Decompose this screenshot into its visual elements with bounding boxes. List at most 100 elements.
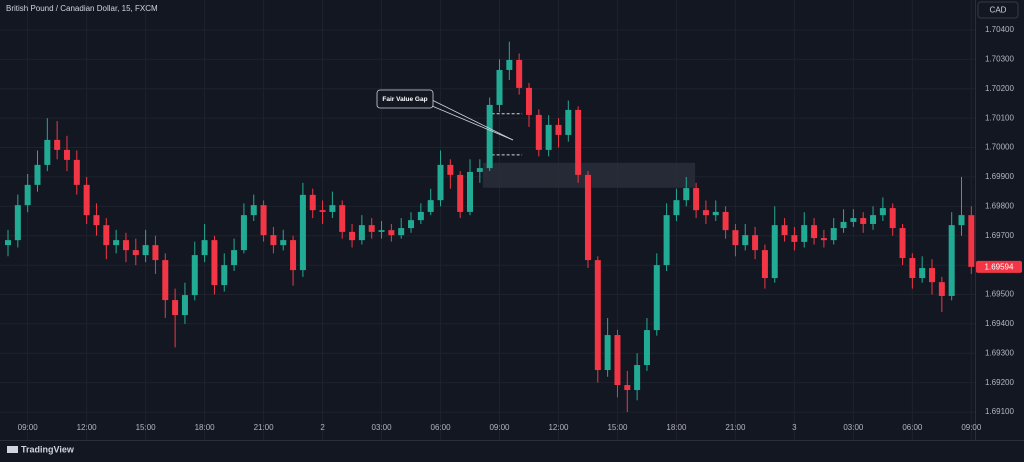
candle-body [368,225,375,232]
candle-body [535,114,542,150]
candle-body [122,240,129,251]
candle-body [565,109,572,135]
candle-body [584,174,591,261]
candle-body [938,282,945,296]
annotation-line [431,99,514,141]
candle-body [830,228,837,241]
x-tick-label: 15:00 [136,423,157,432]
candle-body [476,168,483,172]
candle-body [545,124,552,150]
last-price-label: 1.69594 [985,262,1014,271]
candle-body [516,59,523,88]
candle-body [604,335,611,371]
x-tick-label: 12:00 [548,423,569,432]
candle-body [693,188,700,211]
x-tick-label: 15:00 [607,423,628,432]
candle-body [103,225,110,246]
candle-body [162,260,169,301]
y-tick-label: 1.69100 [985,407,1014,416]
candle-body [850,218,857,222]
candle-body [909,258,916,279]
x-tick-label: 12:00 [77,423,98,432]
candle-body [319,210,326,212]
candle-body [702,210,709,216]
chart-title: British Pound / Canadian Dollar, 15, FXC… [6,4,158,13]
candle-body [142,245,149,256]
candle-body [44,139,51,165]
candle-body [820,238,827,241]
candle-body [899,228,906,259]
candle-body [929,268,936,283]
candle-body [811,225,818,239]
candle-body [879,208,886,216]
candle-body [653,265,660,331]
currency-button[interactable] [977,1,1019,19]
currency-label: CAD [990,6,1007,15]
candle-body [408,220,415,229]
candle-body [555,124,562,135]
candle-body [860,218,867,224]
candle-body [181,295,188,316]
y-tick-label: 1.70200 [985,84,1014,93]
annotation-line [431,105,514,141]
candle-body [791,235,798,242]
candle-body [722,211,729,231]
candle-body [801,225,808,242]
candle-body [299,194,306,271]
candle-body [712,211,719,216]
candle-body [260,205,267,236]
candle-body [663,215,670,266]
candle-body [73,159,80,185]
x-tick-label: 3 [792,423,797,432]
y-tick-label: 1.69200 [985,378,1014,387]
candle-body [5,240,11,246]
candle-body [172,300,179,316]
y-tick-label: 1.70400 [985,25,1014,34]
candle-body [132,250,139,256]
candle-body [240,215,247,251]
annotation-text: Fair Value Gap [382,96,427,103]
candle-body [447,164,454,175]
candle-body [54,139,61,150]
candle-body [870,215,877,224]
candle-body [486,104,493,169]
y-tick-label: 1.69800 [985,201,1014,210]
candle-body [594,260,601,371]
x-tick-label: 06:00 [431,423,452,432]
x-tick-label: 09:00 [961,423,982,432]
brand-logo [7,446,18,453]
x-tick-label: 03:00 [372,423,393,432]
candle-body [417,211,424,221]
candle-body [752,235,759,251]
candle-body [968,215,975,267]
x-tick-label: 03:00 [843,423,864,432]
candle-body [231,250,238,266]
x-tick-label: 06:00 [902,423,923,432]
x-tick-label: 2 [320,423,325,432]
candle-body [673,200,680,216]
candle-body [398,228,405,236]
candle-body [683,188,690,201]
candle-body [83,184,90,216]
candle-body [329,205,336,212]
candle-body [771,225,778,279]
last-price-box [976,260,1022,273]
candle-body [388,230,395,236]
candle-body [624,385,631,391]
brand: TradingView [7,444,75,454]
candle-body [63,149,70,160]
candle-body [840,221,847,229]
candle-body [113,240,120,246]
annotation: Fair Value Gap [376,89,514,141]
brand-text: TradingView [21,444,75,454]
candle-body [24,184,31,206]
candle-body [919,268,926,279]
x-tick-label: 21:00 [725,423,746,432]
candle-body [496,69,503,105]
candle-body [889,208,896,229]
y-tick-label: 1.69300 [985,348,1014,357]
y-tick-label: 1.70300 [985,54,1014,63]
candle-body [309,194,316,211]
y-tick-label: 1.69700 [985,231,1014,240]
